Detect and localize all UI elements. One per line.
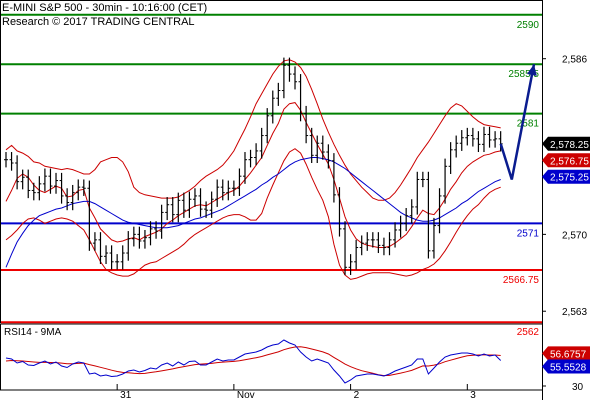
price-tag-label-ma20: 2,576.75: [550, 156, 589, 167]
level-label-2585.5: 2585.5: [508, 69, 539, 80]
price-tag-last: [542, 136, 590, 151]
rsi-tag-rsi_ma: [542, 346, 590, 361]
ma20-line: [5, 102, 501, 248]
level-label-2566.75: 2566.75: [503, 275, 540, 286]
price-tick-label-2563: 2,563: [562, 307, 587, 318]
rsi-tag-rsi: [542, 359, 590, 374]
price-tag-label-ma50: 2,575.25: [550, 173, 589, 184]
projection-arrow-line: [499, 63, 536, 180]
rsi-line: [5, 339, 502, 384]
x-tick-label-31: 31: [120, 390, 132, 400]
price-tick-label-2570: 2,570: [562, 230, 587, 241]
rsi-tick-label-30: 30: [572, 382, 584, 393]
level-label-2562: 2562: [517, 327, 540, 338]
chart-subtitle: Research © 2017 TRADING CENTRAL: [2, 16, 195, 28]
ma50-line: [5, 157, 501, 268]
rsi-ma-line: [5, 346, 501, 377]
level-label-2581: 2581: [517, 119, 540, 130]
x-tick-label-3: 3: [470, 390, 476, 400]
projection-arrow-head: [527, 64, 537, 76]
rsi-tag-label-rsi: 55.5528: [550, 362, 587, 373]
price-tick-label-2586: 2,586: [562, 55, 587, 66]
x-tick-label-2: 2: [354, 390, 360, 400]
rsi-tag-label-rsi_ma: 56.6757: [550, 349, 587, 360]
level-label-2571: 2571: [517, 228, 540, 239]
level-label-2590: 2590: [517, 20, 540, 31]
price-tag-ma20: [542, 153, 590, 168]
x-tick-label-Nov: Nov: [237, 390, 255, 400]
chart-title: E-MINI S&P 500 - 30min - 10:16:00 (CET): [2, 2, 208, 14]
price-tag-ma50: [542, 169, 590, 184]
price-tag-label-last: 2,578.25: [550, 140, 589, 151]
main-panel-frame: [0, 0, 543, 323]
bollinger-lower-line: [5, 148, 501, 280]
bollinger-upper-line: [5, 59, 501, 201]
rsi-panel-title: RSI14 - 9MA: [4, 327, 62, 338]
